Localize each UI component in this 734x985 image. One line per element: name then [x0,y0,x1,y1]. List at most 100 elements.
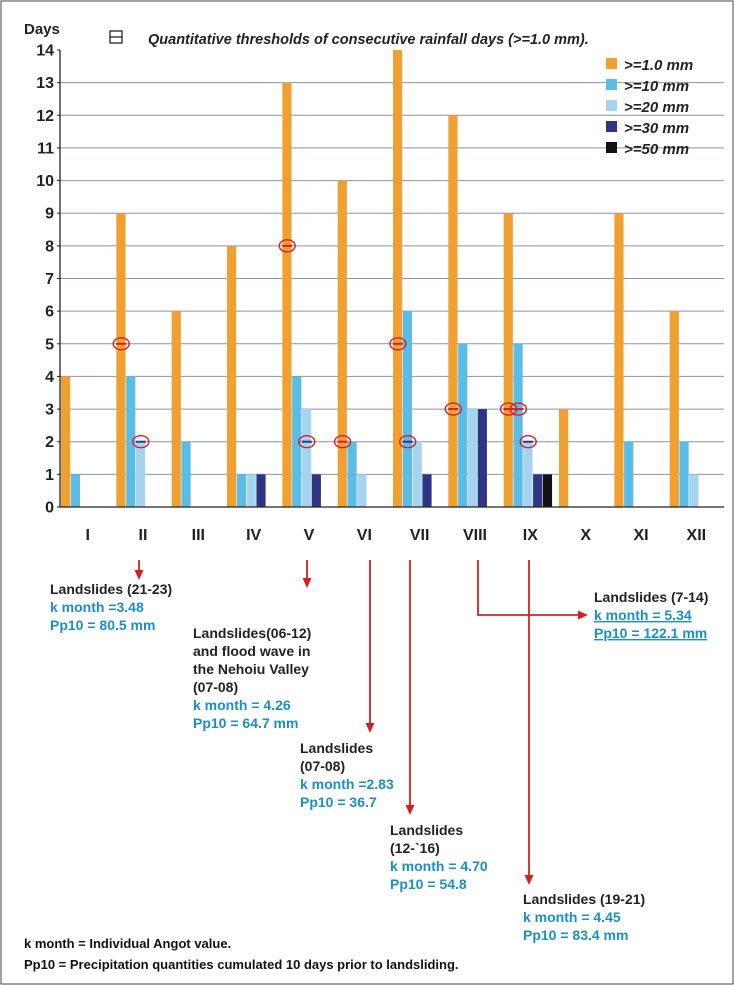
bar [301,409,312,507]
bar [311,474,321,507]
y-tick-label: 1 [45,467,54,484]
bar [448,115,458,508]
x-tick-label: VII [410,527,430,544]
legend-entry: >=30 mm [606,120,689,137]
bar [181,441,191,507]
legend-label: >=50 mm [624,141,689,158]
bar [402,311,412,507]
y-tick-label: 8 [45,238,54,255]
x-tick-label: IX [523,527,538,544]
annotation-arrowhead [578,610,588,620]
annotation-line: (12-`16) [390,840,440,856]
legend-entry: >=50 mm [606,141,689,158]
legend-label: >=30 mm [624,120,689,137]
threshold-marker-plus [389,337,407,351]
threshold-marker-plus [333,435,352,449]
y-tick-label: 3 [45,402,54,419]
threshold-marker-minus [298,435,316,449]
bar [292,376,302,507]
annotation-VII: Landslides (12-`16) k month = 4.70 Pp10 = 5… [390,560,488,892]
bar [171,311,181,507]
legend-swatch [606,58,617,69]
annotation-line: Landslides [390,822,463,838]
title-icon [109,30,123,44]
y-tick-label: 0 [45,500,54,517]
x-tick-label: VI [357,527,372,544]
annotation-arrowhead [134,570,144,580]
annotation-arrowhead [302,578,312,588]
annotation-line: Landslides(06-12) [193,625,311,641]
bar [61,376,71,507]
legend-label: >=10 mm [624,78,689,95]
bar [236,474,246,507]
y-tick-label: 5 [45,336,54,353]
legend: >=1.0 mm >=10 mm >=20 mm >=30 mm >=50 mm [606,57,693,158]
annotation-line: k month =3.48 [50,599,144,615]
x-tick-label: XI [633,527,648,544]
y-tick-label: 11 [37,140,54,157]
threshold-marker-plus [278,239,296,253]
y-tick-label: 6 [45,304,54,321]
legend-entry: >=1.0 mm [606,57,693,74]
bar [467,409,478,507]
bar [458,343,468,507]
legend-entry: >=10 mm [606,78,689,95]
footnote-k-month: k month = Individual Angot value. [24,936,231,951]
bar [422,474,432,507]
bar [227,245,237,507]
y-tick-label: 13 [36,75,54,92]
annotation-line: Landslides (21-23) [50,581,172,597]
legend-label: >=20 mm [624,99,689,116]
annotation-line: Pp10 = 83.4 mm [523,927,628,943]
annotation-VIII: Landslides (7-14) k month = 5.34 Pp10 = 12… [477,560,708,641]
x-tick-label: IV [246,527,261,544]
annotation-line: Landslides (19-21) [523,891,645,907]
annotation-line: and flood wave in [193,643,310,659]
bar [513,343,523,507]
annotation-II: Landslides (21-23) k month =3.48 Pp10 = 80… [50,560,172,633]
grid-lines [60,82,724,475]
y-tick-label: 10 [36,173,54,190]
bar [412,441,422,507]
bar [126,376,136,507]
bar [70,474,80,507]
threshold-marker-plus [444,402,462,416]
legend-swatch [606,100,617,111]
threshold-marker-minus [132,435,150,449]
annotation-line: Pp10 = 80.5 mm [50,617,155,633]
y-tick-label: 7 [45,271,54,288]
bar [256,474,266,507]
threshold-marker-minus [399,435,417,449]
x-tick-label: I [85,527,89,544]
threshold-marker-plus [509,402,528,416]
threshold-marker-plus [112,337,130,351]
annotations: Landslides (21-23) k month =3.48 Pp10 = 80… [50,560,708,943]
annotation-IX: Landslides (19-21) k month = 4.45 Pp10 = 8… [523,560,645,943]
x-tick-label: III [192,527,205,544]
annotation-VI: Landslides (07-08) k month =2.83 Pp10 = 36.… [300,560,394,810]
annotation-V: Landslides(06-12) and flood wave in the Ne… [193,560,312,731]
annotation-line: (07-08) [193,679,238,695]
bar [393,50,403,507]
bar [477,409,487,507]
x-tick-label: X [580,527,591,544]
annotation-line: Pp10 = 122.1 mm [594,625,707,641]
annotation-arrowhead [365,723,375,733]
annotation-line: the Nehoiu Valley [193,661,309,677]
bar [679,441,689,507]
footnote-pp10: Pp10 = Precipitation quantities cumulate… [24,957,459,972]
legend-swatch [606,121,617,132]
threshold-markers [112,239,537,449]
bars [61,50,699,508]
bar [533,474,543,507]
bar [282,82,292,508]
y-tick-label: 14 [36,43,54,60]
chart-title: Quantitative thresholds of consecutive r… [148,32,589,48]
x-tick-label: XII [687,527,707,544]
annotation-arrow [477,560,580,616]
bar [624,441,634,507]
annotation-line: k month = 4.70 [390,858,488,874]
annotation-line: k month = 4.45 [523,909,621,925]
x-tick-label: VIII [463,527,487,544]
